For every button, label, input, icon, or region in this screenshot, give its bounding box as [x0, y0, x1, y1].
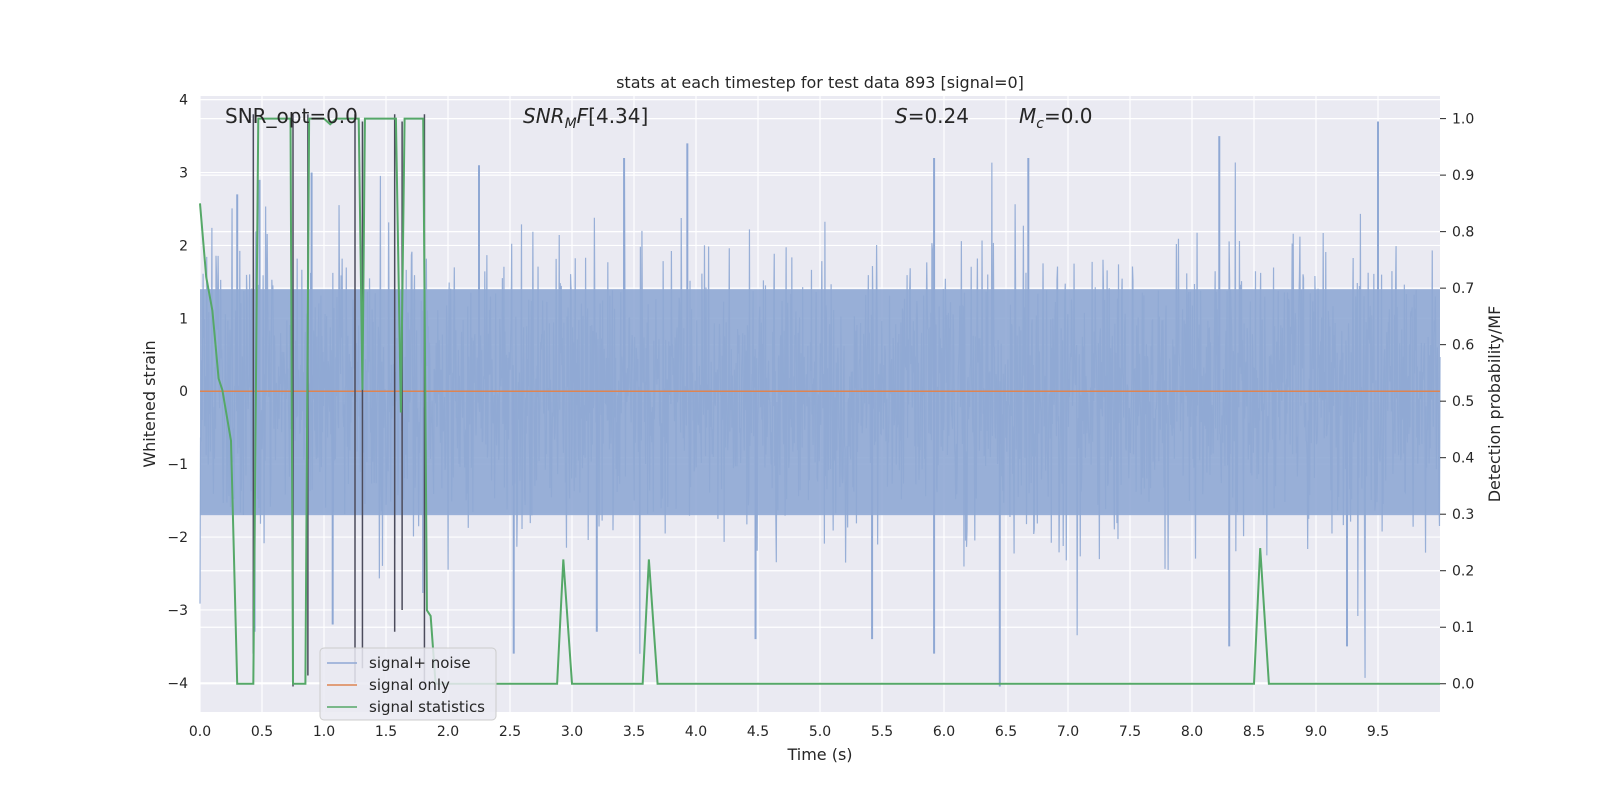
y-tick-label: 3 [179, 166, 188, 182]
x-tick-label: 3.5 [623, 724, 645, 740]
x-tick-labels: 0.0 0.5 1.0 1.5 2.0 2.5 3.0 3.5 4.0 4.5 5.0 5.5 6.0 6… [189, 724, 1389, 740]
y-tick-label: −3 [167, 603, 188, 619]
x-tick-label: 5.0 [809, 724, 831, 740]
x-tick-label: 4.0 [685, 724, 707, 740]
legend: signal+ noise signal only signal statist… [319, 647, 497, 721]
legend-label-signal-only: signal only [369, 676, 450, 694]
mc-annotation: Mc=0.0 [1019, 104, 1093, 132]
x-tick-label: 6.0 [933, 724, 955, 740]
y-right-tick-label: 0.3 [1452, 507, 1474, 523]
legend-box [319, 647, 497, 721]
x-tick-label: 1.0 [313, 724, 335, 740]
mc-value: =0.0 [1044, 104, 1093, 128]
y-right-tick-label: 0.0 [1452, 677, 1474, 693]
y-right-tick-label: 1.0 [1452, 112, 1474, 128]
snr-mf-value: [4.34] [588, 104, 648, 128]
x-tick-label: 9.5 [1367, 724, 1389, 740]
y-tick-labels: 4 3 2 1 0 −1 −2 −3 −4 [167, 93, 188, 692]
x-tick-label: 9.0 [1305, 724, 1327, 740]
chart-title: stats at each timestep for test data 893… [616, 73, 1024, 92]
s-annotation: S=0.24 [895, 104, 969, 128]
y-tick-label: 0 [179, 384, 188, 400]
x-tick-label: 8.5 [1243, 724, 1265, 740]
y-right-axis-label: Detection probability/MF [1485, 306, 1504, 503]
signal-statistics-series [199, 117, 1440, 685]
x-tick-label: 1.5 [375, 724, 397, 740]
y-tick-label: −2 [167, 530, 188, 546]
signal-noise-series [199, 121, 1441, 687]
y-axis-label: Whitened strain [140, 340, 159, 467]
x-tick-label: 8.0 [1181, 724, 1203, 740]
x-tick-label: 7.0 [1057, 724, 1079, 740]
x-tick-label: 2.0 [437, 724, 459, 740]
y-right-tick-label: 0.8 [1452, 225, 1474, 241]
y-tick-label: −1 [167, 457, 188, 473]
y-tick-label: 4 [179, 93, 188, 109]
legend-label-signal-noise: signal+ noise [369, 654, 471, 672]
x-tick-label: 6.5 [995, 724, 1017, 740]
y-right-tick-labels: 1.0 0.9 0.8 0.7 0.6 0.5 0.4 0.3 0.2 0.1 0.0 [1440, 112, 1474, 693]
snr-opt-annotation: SNR_opt=0.0 [225, 104, 358, 128]
y-tick-label: 2 [179, 238, 188, 254]
signal-noise-band [200, 289, 1440, 516]
y-tick-label: −4 [167, 676, 188, 692]
y-right-tick-label: 0.5 [1452, 394, 1474, 410]
y-right-tick-label: 0.2 [1452, 564, 1474, 580]
x-tick-label: 0.0 [189, 724, 211, 740]
y-right-tick-label: 0.7 [1452, 281, 1474, 297]
x-axis-label: Time (s) [786, 745, 852, 764]
s-value: =0.24 [908, 104, 969, 128]
x-tick-label: 5.5 [871, 724, 893, 740]
x-tick-label: 2.5 [499, 724, 521, 740]
legend-label-signal-statistics: signal statistics [369, 698, 485, 716]
snr-mf-annotation: SNRMF[4.34] [523, 104, 648, 132]
y-right-tick-label: 0.9 [1452, 168, 1474, 184]
x-tick-label: 3.0 [561, 724, 583, 740]
x-tick-label: 7.5 [1119, 724, 1141, 740]
y-right-tick-label: 0.4 [1452, 451, 1474, 467]
y-right-tick-label: 0.1 [1452, 620, 1474, 636]
signal-statistics-line [199, 117, 1440, 685]
x-tick-label: 0.5 [251, 724, 273, 740]
y-right-tick-label: 0.6 [1452, 338, 1474, 354]
x-tick-label: 4.5 [747, 724, 769, 740]
y-tick-label: 1 [179, 311, 188, 327]
